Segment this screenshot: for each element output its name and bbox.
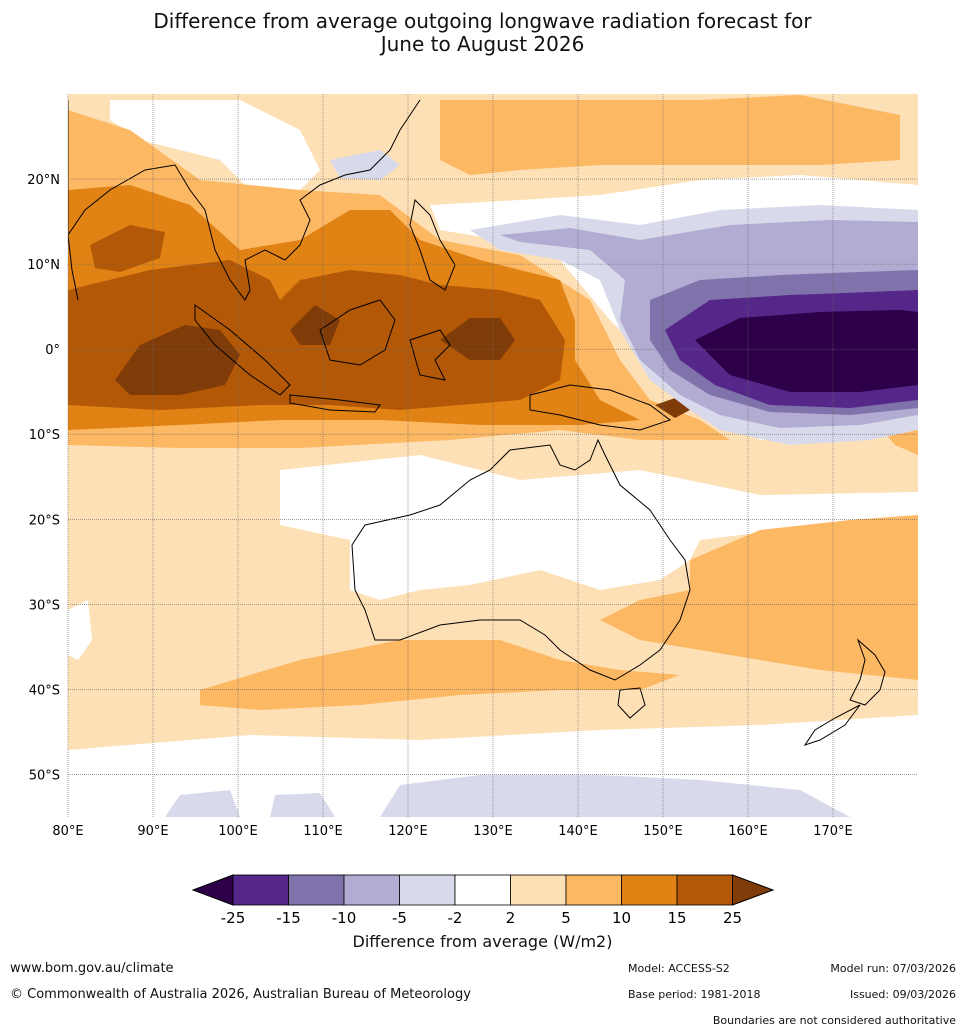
colorbar-tick-label: -2 xyxy=(448,909,463,927)
footer-url[interactable]: www.bom.gov.au/climate xyxy=(10,961,174,976)
colorbar-tick-label: 2 xyxy=(506,909,516,927)
longitude-labels: 80°E 90°E 100°E 110°E 120°E 130°E 140°E 150°E 16… xyxy=(52,824,852,839)
colorbar-extend-low xyxy=(191,874,234,906)
chart-title: Difference from average outgoing longwav… xyxy=(0,10,965,56)
colorbar-tick-label: 5 xyxy=(561,909,571,927)
colorbar-tick-label: -25 xyxy=(221,909,246,927)
colorbar-tick-label: -10 xyxy=(332,909,357,927)
colorbar-tick-label: 10 xyxy=(612,909,631,927)
coastlines xyxy=(68,99,886,746)
coastline-philippines xyxy=(409,198,456,291)
lat-label: 50°S xyxy=(29,768,60,783)
colorbar-bin xyxy=(676,874,733,906)
title-line-2: June to August 2026 xyxy=(380,32,585,56)
footer-copyright: © Commonwealth of Australia 2026, Austra… xyxy=(10,987,471,1002)
lon-label: 80°E xyxy=(52,824,83,839)
colorbar-bin xyxy=(621,874,678,906)
anomaly-neg-5-2-southern-2 xyxy=(165,790,240,817)
anomaly-gt25-new-guinea xyxy=(440,318,515,360)
anomaly-5-10-north-pacific xyxy=(440,95,900,175)
neutral-zone-australia xyxy=(280,455,918,600)
coastline-tasmania xyxy=(617,687,646,719)
lat-label: 10°N xyxy=(27,258,60,273)
coastline-sumatra xyxy=(194,304,291,396)
lon-label: 170°E xyxy=(813,824,853,839)
colorbar-bin xyxy=(454,874,511,906)
footer-model-run: Model run: 07/03/2026 xyxy=(830,962,956,975)
colorbar-bin xyxy=(288,874,345,906)
graticule xyxy=(67,94,918,817)
colorbar-bin xyxy=(399,874,456,906)
footer-disclaimer: Boundaries are not considered authoritat… xyxy=(712,1014,956,1027)
colorbar-tick-label: 15 xyxy=(667,909,686,927)
coastline-java xyxy=(289,394,381,413)
coastline-borneo xyxy=(319,299,396,366)
neutral-zone-west xyxy=(68,600,92,660)
colorbar-bin xyxy=(343,874,400,906)
lon-label: 120°E xyxy=(388,824,428,839)
footer-base-period: Base period: 1981-2018 xyxy=(628,988,761,1001)
anomaly-5-10-tasman xyxy=(600,515,918,680)
footer-model: Model: ACCESS-S2 xyxy=(628,962,730,975)
lon-label: 110°E xyxy=(303,824,343,839)
coastline-asia-mainland xyxy=(68,99,421,301)
lat-label: 10°S xyxy=(29,428,60,443)
lon-label: 100°E xyxy=(218,824,258,839)
anomaly-neg-5-2-southern-1 xyxy=(380,775,850,817)
colorbar: -25 -15 -10 -5 -2 2 5 10 15 25 xyxy=(191,874,775,927)
anomaly-map: 80°E 90°E 100°E 110°E 120°E 130°E 140°E 150°E 16… xyxy=(27,94,918,839)
anomaly-neg-5-2-southern-3 xyxy=(270,793,335,817)
anomaly-neg-lt25-pacific xyxy=(695,310,918,392)
colorbar-bin xyxy=(232,874,289,906)
anomaly-gt25-indian-ocean xyxy=(115,325,240,395)
colorbar-tick-label: -15 xyxy=(276,909,301,927)
lon-label: 150°E xyxy=(643,824,683,839)
colorbar-bin xyxy=(565,874,622,906)
coastline-india xyxy=(68,234,79,301)
lat-label: 40°S xyxy=(29,683,60,698)
colorbar-title: Difference from average (W/m2) xyxy=(352,932,613,951)
lat-label: 20°S xyxy=(29,513,60,528)
footer-issued: Issued: 09/03/2026 xyxy=(849,988,956,1001)
colorbar-tick-label: 25 xyxy=(723,909,742,927)
colorbar-extend-high xyxy=(732,874,775,906)
lon-label: 130°E xyxy=(473,824,513,839)
lon-label: 160°E xyxy=(728,824,768,839)
anomaly-gt25-borneo xyxy=(290,305,340,345)
lon-label: 90°E xyxy=(137,824,168,839)
anomaly-5-10-southern-ocean xyxy=(200,640,680,710)
anomaly-15-25-bay-of-bengal xyxy=(90,225,165,272)
latitude-labels: 20°N 10°N 0° 10°S 20°S 30°S 40°S 50°S xyxy=(27,173,60,783)
lat-label: 20°N xyxy=(27,173,60,188)
lat-label: 30°S xyxy=(29,598,60,613)
coastline-new-guinea xyxy=(529,384,672,431)
colorbar-tick-label: -5 xyxy=(392,909,407,927)
title-line-1: Difference from average outgoing longwav… xyxy=(153,9,812,33)
colorbar-bin xyxy=(510,874,567,906)
coastline-new-zealand-south xyxy=(803,704,861,746)
coastline-sulawesi xyxy=(409,329,451,381)
coastline-new-zealand-north xyxy=(849,638,886,706)
lon-label: 140°E xyxy=(558,824,598,839)
lat-label: 0° xyxy=(45,343,60,358)
neutral-zone-asia xyxy=(110,100,320,200)
coastline-australia xyxy=(351,438,691,681)
